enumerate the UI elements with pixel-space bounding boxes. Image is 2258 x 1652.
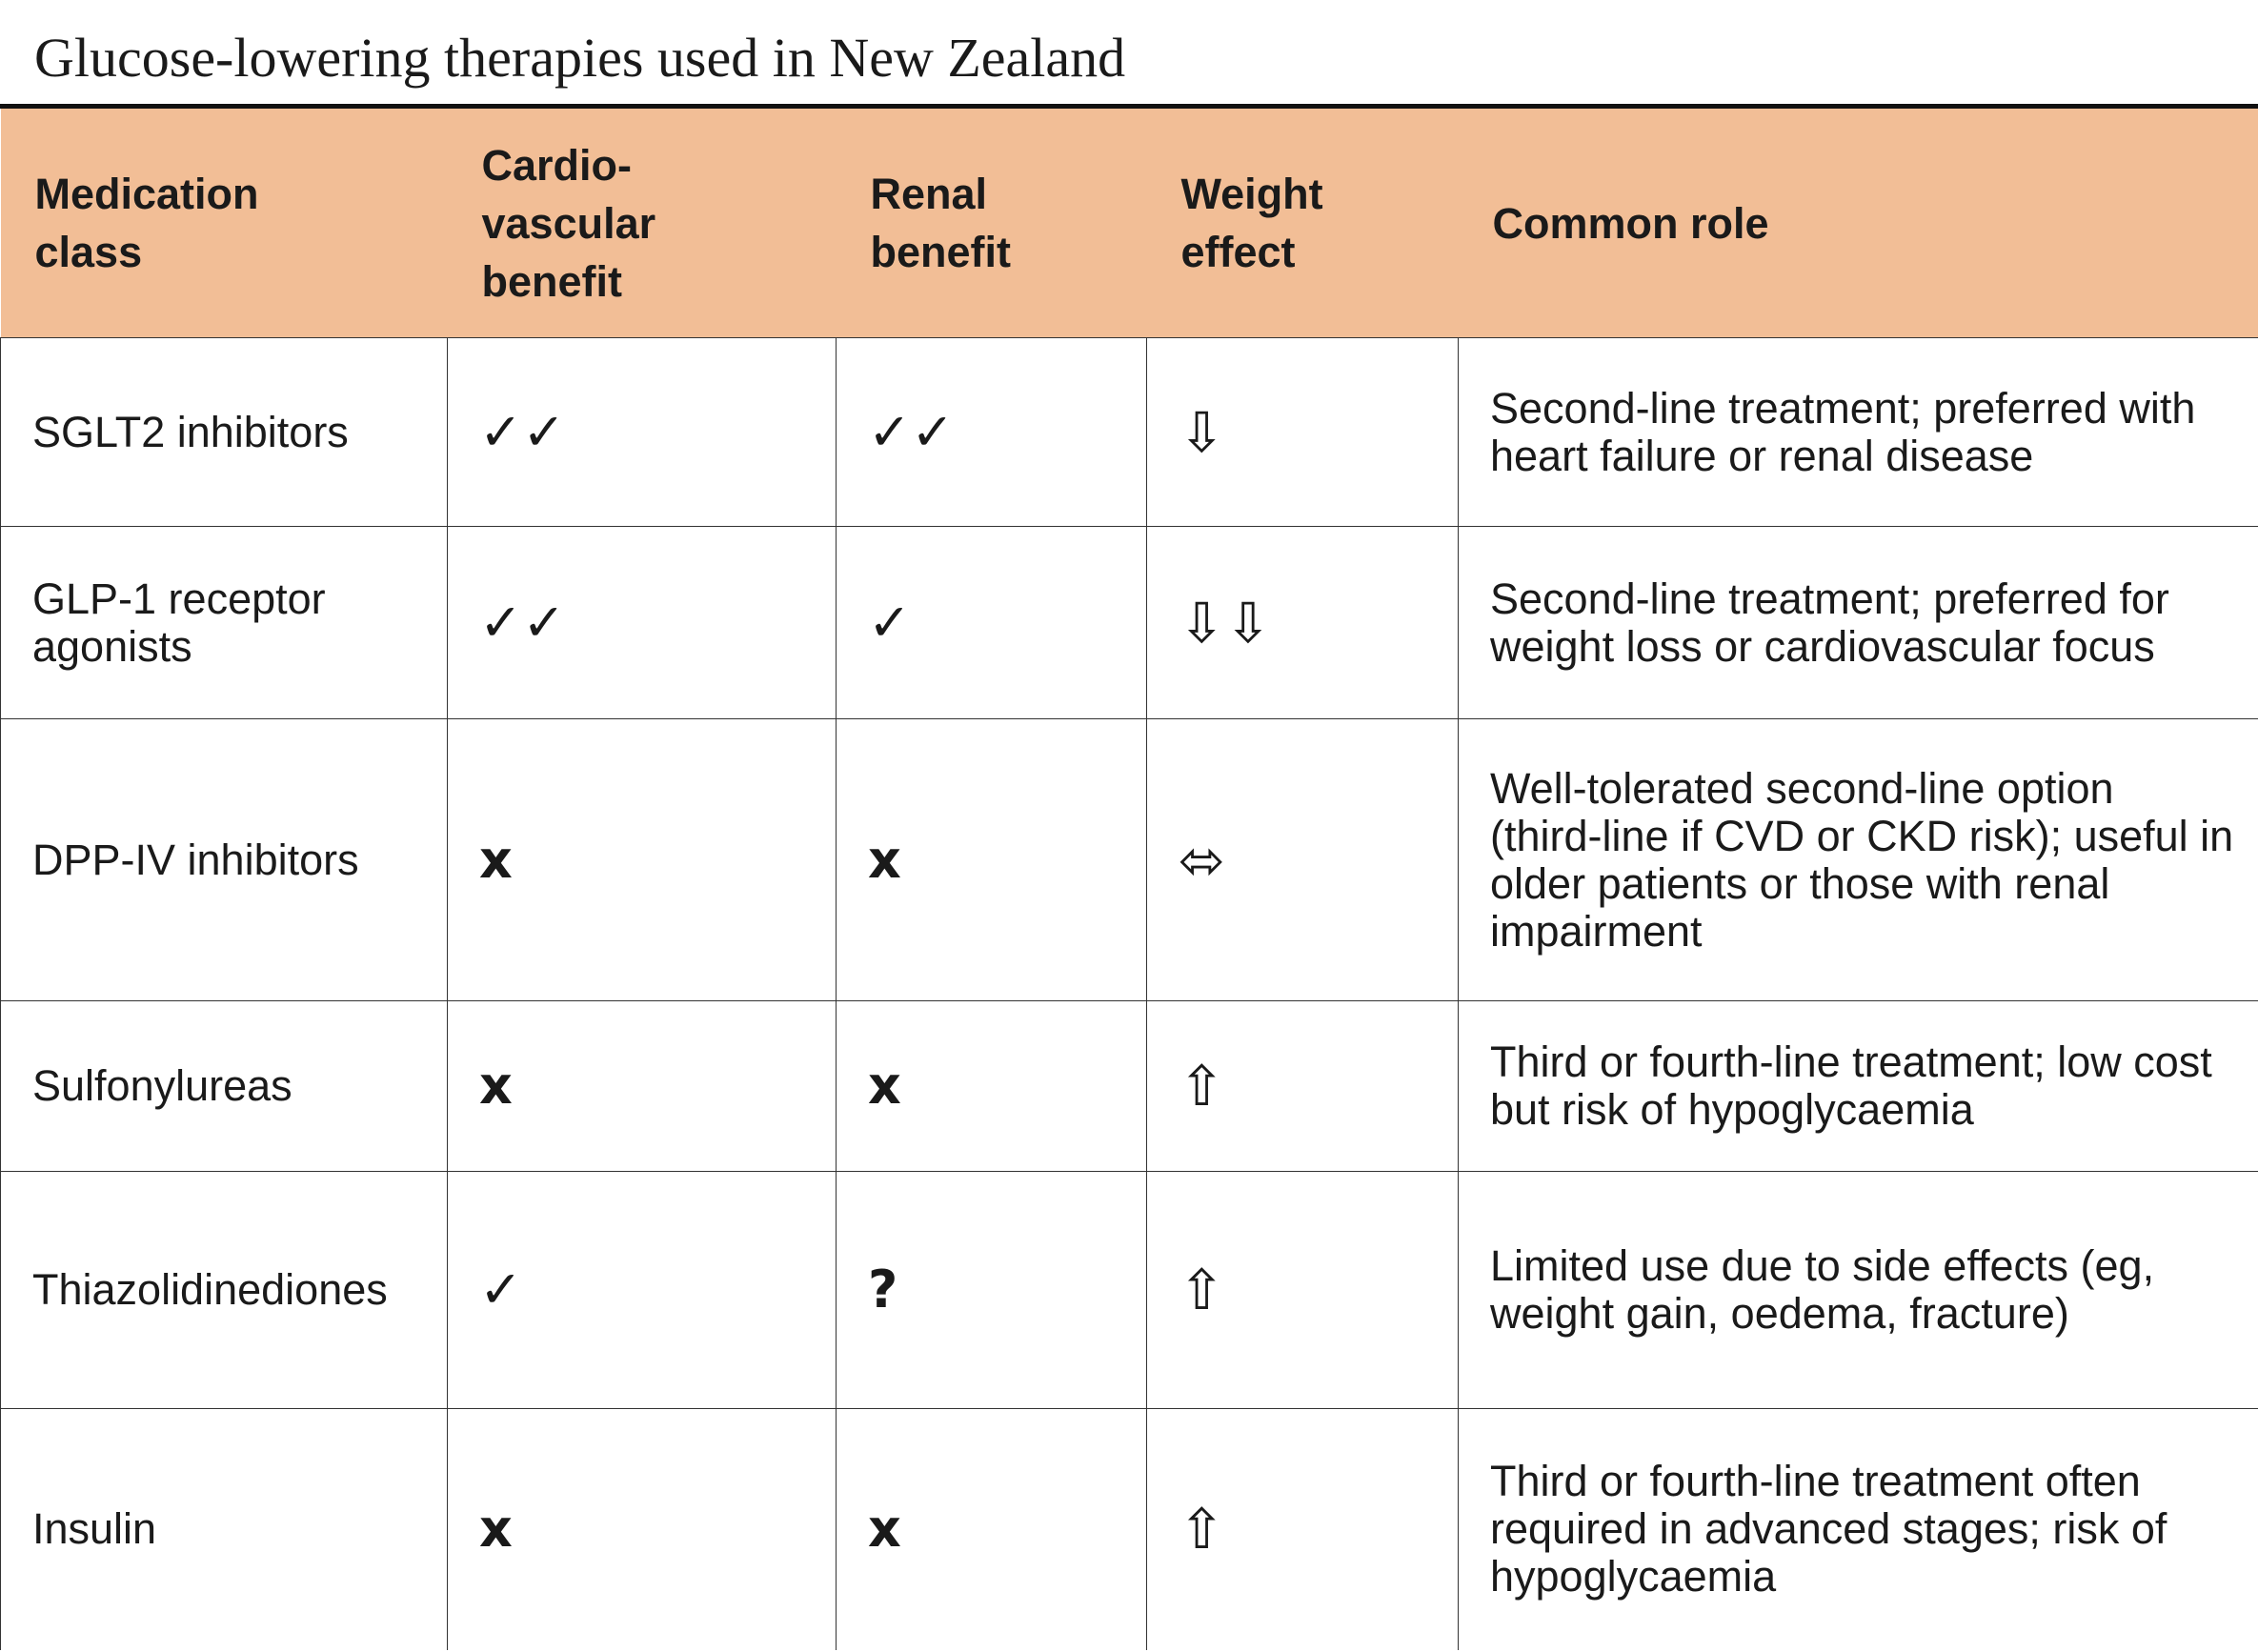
medication-class: SGLT2 inhibitors: [0, 337, 448, 527]
common-role: Second-line treatment; preferred for wei…: [1458, 526, 2258, 719]
table-body: SGLT2 inhibitors ✓✓ ✓✓ ⇩ Second-line treatme…: [0, 337, 2258, 1650]
column-header-text: Common role: [1492, 198, 1769, 248]
benefit-symbol: x: [447, 1408, 837, 1650]
column-header-text: Cardio-vascular benefit: [481, 140, 656, 306]
column-header: Renal benefit: [836, 109, 1147, 338]
medication-class: Insulin: [0, 1408, 448, 1650]
weight-effect: ⇧: [1146, 1171, 1459, 1409]
weight-effect: ⇩: [1146, 337, 1459, 527]
weight-effect: ⇧: [1146, 1408, 1459, 1650]
header-row: Medication class Cardio-vascular benefit R…: [0, 109, 2258, 338]
column-header: Cardio-vascular benefit: [447, 109, 837, 338]
table-row: Sulfonylureas x x ⇧ Third or fourth-line tre…: [0, 1000, 2258, 1172]
benefit-symbol: ✓✓: [447, 337, 837, 527]
benefit-symbol: x: [836, 1000, 1147, 1172]
common-role: Limited use due to side effects (eg, wei…: [1458, 1171, 2258, 1409]
table-row: Thiazolidinediones ✓? ⇧ Limited use due to …: [0, 1171, 2258, 1409]
table-row: DPP-IV inhibitors x x ⬄ Well-tolerated secon…: [0, 718, 2258, 1001]
column-header: Weight effect: [1146, 109, 1459, 338]
benefit-symbol: ✓✓: [447, 526, 837, 719]
medication-class: Sulfonylureas: [0, 1000, 448, 1172]
common-role: Well-tolerated second-line option (third…: [1458, 718, 2258, 1001]
column-header-text: Renal benefit: [870, 170, 1012, 276]
medication-class: DPP-IV inhibitors: [0, 718, 448, 1001]
benefit-symbol: x: [447, 1000, 837, 1172]
table-title: Glucose-lowering therapies used in New Z…: [0, 0, 2258, 109]
common-role: Second-line treatment; preferred with he…: [1458, 337, 2258, 527]
column-header-text: Weight effect: [1180, 170, 1323, 276]
weight-effect: ⇩⇩: [1146, 526, 1459, 719]
common-role: Third or fourth-line treatment; low cost…: [1458, 1000, 2258, 1172]
benefit-symbol: x: [836, 718, 1147, 1001]
weight-effect: ⬄: [1146, 718, 1459, 1001]
common-role: Third or fourth-line treatment often req…: [1458, 1408, 2258, 1650]
benefit-symbol: ✓✓: [836, 337, 1147, 527]
medication-class: Thiazolidinediones: [0, 1171, 448, 1409]
benefit-symbol: x: [447, 718, 837, 1001]
benefit-symbol: x: [836, 1408, 1147, 1650]
benefit-symbol: ?: [836, 1171, 1147, 1409]
benefit-symbol: ✓: [836, 526, 1147, 719]
table-row: GLP-1 receptor agonists ✓✓ ✓ ⇩⇩ Second-line …: [0, 526, 2258, 719]
column-header: Medication class: [0, 109, 448, 338]
benefit-symbol: ✓: [447, 1171, 837, 1409]
column-header: Common role: [1458, 109, 2258, 338]
medication-class: GLP-1 receptor agonists: [0, 526, 448, 719]
weight-effect: ⇧: [1146, 1000, 1459, 1172]
column-header-text: Medication class: [34, 170, 259, 276]
therapy-table: Medication class Cardio-vascular benefit R…: [0, 109, 2258, 1650]
table-row: SGLT2 inhibitors ✓✓ ✓✓ ⇩ Second-line treatme…: [0, 337, 2258, 527]
table-row: Insulin x x ⇧ Third or fourth-line treatment…: [0, 1408, 2258, 1650]
